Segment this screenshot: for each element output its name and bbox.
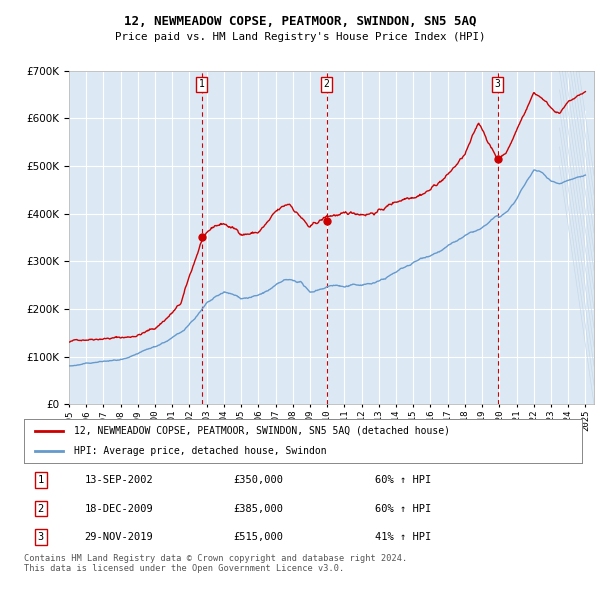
Text: 1: 1 xyxy=(199,79,205,89)
Text: 29-NOV-2019: 29-NOV-2019 xyxy=(85,532,153,542)
Text: 3: 3 xyxy=(495,79,501,89)
Text: HPI: Average price, detached house, Swindon: HPI: Average price, detached house, Swin… xyxy=(74,446,327,456)
Text: 60% ↑ HPI: 60% ↑ HPI xyxy=(376,476,431,485)
Text: Contains HM Land Registry data © Crown copyright and database right 2024.
This d: Contains HM Land Registry data © Crown c… xyxy=(24,554,407,573)
Text: 60% ↑ HPI: 60% ↑ HPI xyxy=(376,504,431,513)
Text: 41% ↑ HPI: 41% ↑ HPI xyxy=(376,532,431,542)
Text: £515,000: £515,000 xyxy=(233,532,283,542)
Text: 3: 3 xyxy=(38,532,44,542)
Text: 2: 2 xyxy=(38,504,44,513)
Text: 12, NEWMEADOW COPSE, PEATMOOR, SWINDON, SN5 5AQ (detached house): 12, NEWMEADOW COPSE, PEATMOOR, SWINDON, … xyxy=(74,426,450,436)
Text: £350,000: £350,000 xyxy=(233,476,283,485)
Text: 18-DEC-2009: 18-DEC-2009 xyxy=(85,504,153,513)
Text: £385,000: £385,000 xyxy=(233,504,283,513)
Text: 13-SEP-2002: 13-SEP-2002 xyxy=(85,476,153,485)
Text: 1: 1 xyxy=(38,476,44,485)
Text: Price paid vs. HM Land Registry's House Price Index (HPI): Price paid vs. HM Land Registry's House … xyxy=(115,32,485,42)
Text: 2: 2 xyxy=(323,79,329,89)
Text: 12, NEWMEADOW COPSE, PEATMOOR, SWINDON, SN5 5AQ: 12, NEWMEADOW COPSE, PEATMOOR, SWINDON, … xyxy=(124,15,476,28)
